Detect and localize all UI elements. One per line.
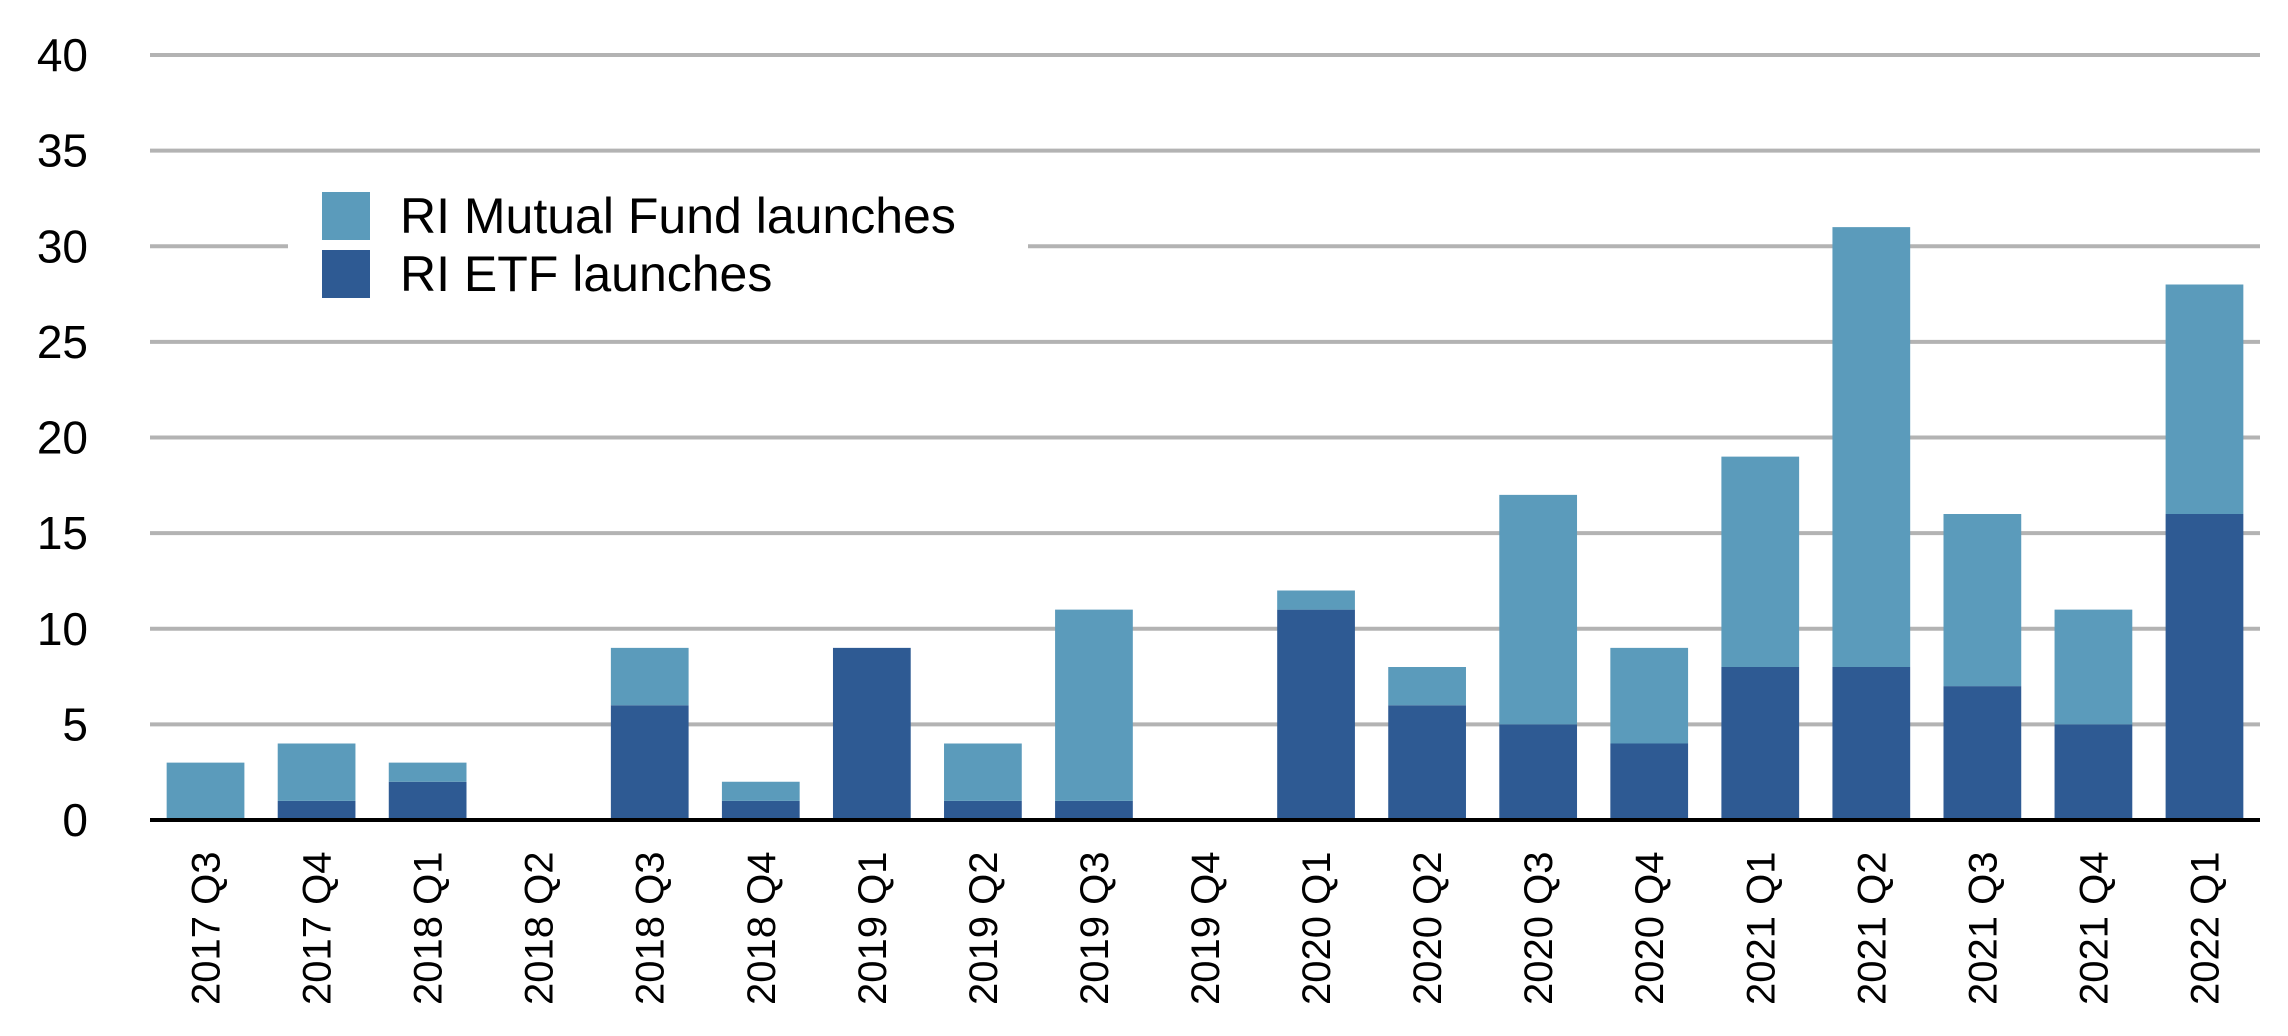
x-tick-label-2020-q4: 2020 Q4	[1628, 852, 1672, 1005]
bar-2022-q1-ri-mutual-fund-launches	[2165, 284, 2244, 514]
x-tick-label-2021-q3: 2021 Q3	[1961, 852, 2005, 1005]
x-tick-label-2019-q3: 2019 Q3	[1073, 852, 1117, 1005]
bar-2021-q3-ri-mutual-fund-launches	[1943, 514, 2022, 687]
bar-2021-q4-ri-etf-launches	[2054, 724, 2133, 820]
bar-2021-q1-ri-etf-launches	[1721, 667, 1800, 820]
x-tick-label-2018-q4: 2018 Q4	[740, 852, 784, 1005]
bar-2020-q1-ri-mutual-fund-launches	[1277, 590, 1355, 610]
bar-2019-q3-ri-etf-launches	[1055, 800, 1133, 820]
y-tick-label-25: 25	[37, 316, 88, 368]
bar-2018-q1-ri-etf-launches	[388, 781, 467, 820]
x-tick-label-2017-q4: 2017 Q4	[296, 852, 340, 1005]
bar-2018-q1-ri-mutual-fund-launches	[388, 762, 467, 782]
bar-2019-q2-ri-mutual-fund-launches	[944, 743, 1022, 801]
x-tick-label-2020-q1: 2020 Q1	[1295, 852, 1339, 1005]
bar-2019-q3-ri-mutual-fund-launches	[1055, 609, 1133, 801]
x-tick-label-2020-q3: 2020 Q3	[1517, 852, 1561, 1005]
bar-2020-q3-ri-etf-launches	[1499, 724, 1578, 820]
legend-background	[288, 182, 1028, 310]
bar-2020-q2-ri-etf-launches	[1388, 705, 1466, 820]
x-tick-label-2018-q3: 2018 Q3	[629, 852, 673, 1005]
bar-2020-q4-ri-etf-launches	[1610, 743, 1689, 820]
y-tick-label-5: 5	[62, 698, 88, 750]
x-tick-label-2019-q4: 2019 Q4	[1184, 852, 1228, 1005]
bar-2019-q2-ri-etf-launches	[944, 800, 1022, 820]
y-tick-label-0: 0	[62, 794, 88, 846]
bar-2020-q3-ri-mutual-fund-launches	[1499, 494, 1578, 725]
bar-2021-q4-ri-mutual-fund-launches	[2054, 609, 2133, 725]
bar-2021-q2-ri-etf-launches	[1832, 667, 1911, 820]
x-tick-label-2018-q2: 2018 Q2	[518, 852, 562, 1005]
bar-2021-q3-ri-etf-launches	[1943, 686, 2022, 820]
bars	[166, 227, 2244, 820]
bar-2017-q3-ri-mutual-fund-launches	[166, 762, 245, 820]
y-tick-label-15: 15	[37, 507, 88, 559]
y-tick-label-20: 20	[37, 412, 88, 464]
y-tick-label-40: 40	[37, 29, 88, 81]
legend-swatch-ri-mutual-fund-launches	[322, 192, 370, 240]
bar-2020-q1-ri-etf-launches	[1277, 609, 1355, 820]
x-tick-label-2022-q1: 2022 Q1	[2183, 852, 2227, 1005]
x-tick-label-2021-q1: 2021 Q1	[1739, 852, 1783, 1005]
bar-2018-q4-ri-mutual-fund-launches	[721, 781, 800, 801]
x-axis-ticks: 2017 Q3 2017 Q4 2018 Q1 2018 Q2 2018 Q3 2018 …	[185, 852, 2228, 1005]
x-tick-label-2017-q3: 2017 Q3	[185, 852, 229, 1005]
x-tick-label-2021-q4: 2021 Q4	[2072, 852, 2116, 1005]
bar-2021-q1-ri-mutual-fund-launches	[1721, 456, 1800, 667]
legend-label-ri-etf-launches: RI ETF launches	[400, 246, 772, 302]
bar-2021-q2-ri-mutual-fund-launches	[1832, 227, 1911, 667]
bar-2020-q4-ri-mutual-fund-launches	[1610, 647, 1689, 744]
bar-2019-q1-ri-etf-launches	[832, 647, 911, 820]
y-tick-label-35: 35	[37, 125, 88, 177]
x-tick-label-2019-q2: 2019 Q2	[962, 852, 1006, 1005]
x-tick-label-2020-q2: 2020 Q2	[1406, 852, 1450, 1005]
bar-2018-q3-ri-etf-launches	[610, 705, 689, 820]
x-tick-label-2018-q1: 2018 Q1	[407, 852, 451, 1005]
x-tick-label-2019-q1: 2019 Q1	[851, 852, 895, 1005]
legend-swatch-ri-etf-launches	[322, 250, 370, 298]
y-tick-label-30: 30	[37, 220, 88, 272]
bar-2018-q3-ri-mutual-fund-launches	[610, 647, 689, 706]
bar-2020-q2-ri-mutual-fund-launches	[1388, 667, 1466, 706]
y-tick-label-10: 10	[37, 603, 88, 655]
bar-2018-q4-ri-etf-launches	[721, 800, 800, 820]
legend-label-ri-mutual-fund-launches: RI Mutual Fund launches	[400, 188, 956, 244]
bar-2017-q4-ri-mutual-fund-launches	[277, 743, 356, 801]
bar-2017-q4-ri-etf-launches	[277, 800, 356, 820]
bar-2022-q1-ri-etf-launches	[2165, 514, 2244, 820]
y-axis-ticks: 0 5 10 15 20 25 30 35 40	[37, 29, 88, 846]
x-tick-label-2021-q2: 2021 Q2	[1850, 852, 1894, 1005]
